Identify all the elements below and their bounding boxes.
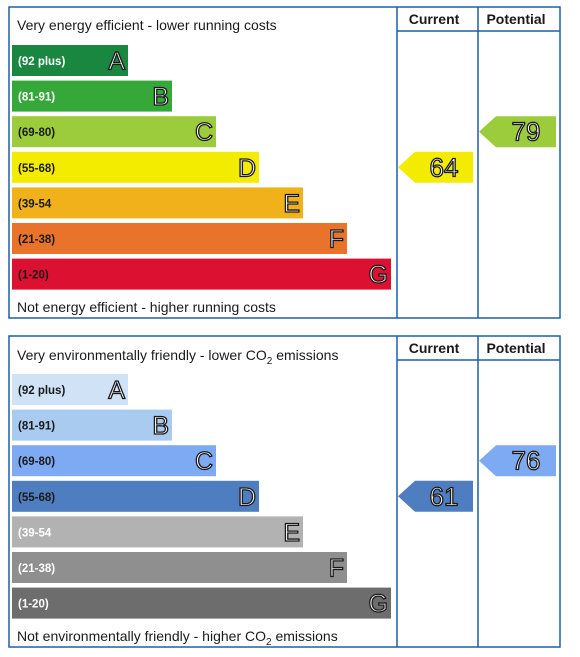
score-arrows: 64 79 bbox=[398, 116, 556, 183]
band-bar-d bbox=[12, 151, 259, 183]
energy-efficiency-panel: Current Potential Very energy efficient … bbox=[8, 6, 561, 319]
potential-rating-value: 79 bbox=[512, 117, 541, 147]
band-letter-f: F bbox=[329, 555, 344, 583]
band-range-c: (69-80) bbox=[18, 127, 55, 139]
top-caption: Very environmentally friendly - lower CO… bbox=[17, 347, 338, 367]
band-letter-b: B bbox=[152, 83, 169, 111]
potential-header: Potential bbox=[486, 11, 545, 27]
band-letter-g: G bbox=[369, 261, 388, 289]
band-letter-c: C bbox=[195, 448, 213, 476]
band-letter-d: D bbox=[238, 483, 256, 511]
rating-bands: (92 plus) A (81-91) B (69-80) C (55-68) D (39-54… bbox=[12, 45, 391, 290]
band-bar-a bbox=[12, 45, 128, 76]
band-letter-a: A bbox=[108, 377, 125, 405]
band-range-a: (92 plus) bbox=[18, 385, 65, 397]
environmental-impact-panel: Current Potential Very environmentally f… bbox=[8, 335, 561, 648]
band-bar-b bbox=[12, 409, 172, 441]
band-letter-g: G bbox=[369, 590, 388, 618]
current-header: Current bbox=[409, 11, 460, 27]
band-range-c: (69-80) bbox=[18, 456, 55, 468]
band-bar-c bbox=[12, 116, 216, 148]
potential-header: Potential bbox=[486, 340, 545, 356]
band-bar-g bbox=[12, 587, 391, 619]
band-range-d: (55-68) bbox=[18, 163, 55, 175]
bottom-caption: Not energy efficient - higher running co… bbox=[17, 299, 276, 315]
potential-rating-arrow bbox=[479, 116, 556, 148]
top-caption: Very energy efficient - lower running co… bbox=[17, 17, 277, 33]
band-letter-e: E bbox=[283, 519, 300, 547]
band-bar-f bbox=[12, 552, 347, 583]
band-bar-b bbox=[12, 80, 172, 112]
current-rating-arrow bbox=[398, 151, 473, 183]
band-bar-e bbox=[12, 187, 303, 219]
band-range-a: (92 plus) bbox=[18, 56, 65, 68]
band-range-b: (81-91) bbox=[18, 421, 55, 433]
band-range-e: (39-54 bbox=[18, 198, 52, 210]
band-letter-e: E bbox=[283, 190, 300, 218]
band-bar-d bbox=[12, 480, 259, 512]
band-range-f: (21-38) bbox=[18, 563, 55, 575]
rating-bands: (92 plus) A (81-91) B (69-80) C (55-68) D (39-54… bbox=[12, 374, 391, 619]
band-letter-b: B bbox=[152, 412, 169, 440]
band-range-e: (39-54 bbox=[18, 527, 52, 539]
band-bar-f bbox=[12, 223, 347, 254]
current-rating-arrow bbox=[398, 480, 473, 512]
score-arrows: 61 76 bbox=[398, 445, 556, 512]
band-range-d: (55-68) bbox=[18, 492, 55, 504]
band-bar-a bbox=[12, 374, 128, 405]
panel-border bbox=[8, 335, 561, 648]
potential-rating-arrow bbox=[479, 445, 556, 477]
band-letter-f: F bbox=[329, 226, 344, 254]
band-range-g: (1-20) bbox=[18, 270, 49, 282]
band-bar-c bbox=[12, 445, 216, 477]
band-letter-d: D bbox=[238, 154, 256, 182]
band-letter-c: C bbox=[195, 119, 213, 147]
bottom-caption: Not environmentally friendly - higher CO… bbox=[17, 628, 338, 648]
band-letter-a: A bbox=[108, 48, 125, 76]
potential-rating-value: 76 bbox=[512, 446, 541, 476]
band-range-b: (81-91) bbox=[18, 92, 55, 104]
band-bar-g bbox=[12, 258, 391, 290]
band-bar-e bbox=[12, 516, 303, 548]
current-header: Current bbox=[409, 340, 460, 356]
panel-border bbox=[8, 6, 561, 319]
band-range-f: (21-38) bbox=[18, 234, 55, 246]
current-rating-value: 61 bbox=[430, 481, 459, 511]
current-rating-value: 64 bbox=[430, 152, 459, 182]
band-range-g: (1-20) bbox=[18, 599, 49, 611]
